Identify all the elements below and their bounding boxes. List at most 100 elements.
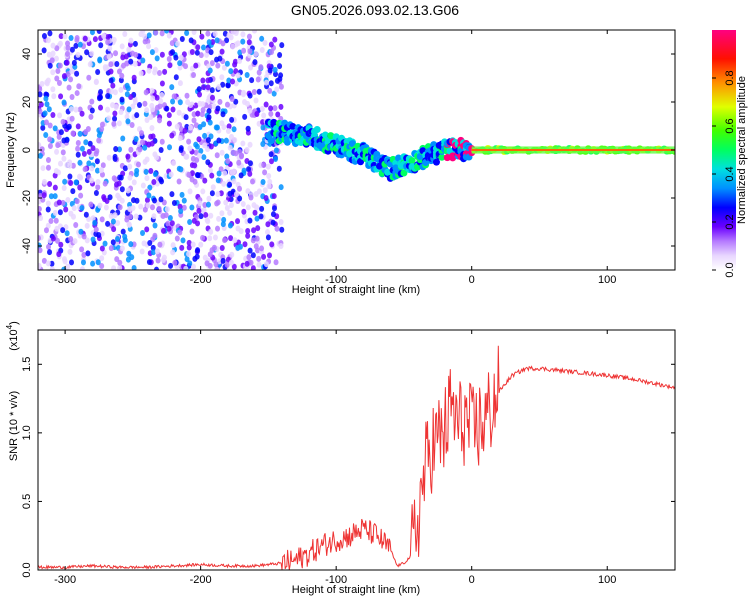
spectrogram-cell — [154, 94, 160, 101]
spectrogram-cell — [224, 37, 230, 44]
spectrogram-cell — [72, 238, 78, 245]
spectrogram-cell — [208, 212, 214, 219]
spectrogram-cell — [47, 30, 53, 37]
spectrogram-cell — [79, 266, 85, 270]
spectrogram-cell — [55, 237, 61, 244]
spectrogram-cell — [194, 156, 200, 163]
spectrogram-cell — [179, 244, 185, 251]
spectrogram-cell — [68, 76, 74, 83]
spectrogram-cell — [46, 106, 52, 113]
spectrogram-cell — [226, 123, 232, 130]
snr-series-group — [38, 345, 675, 570]
spectrogram-cell — [269, 241, 275, 248]
snr-x-label: Height of straight line (km) — [292, 584, 420, 596]
spectrogram-cell — [144, 107, 150, 114]
spectrogram-cell — [164, 105, 170, 112]
spectrogram-cell — [164, 30, 170, 34]
spectrogram-cell — [278, 72, 284, 79]
spectrogram-cell — [73, 106, 79, 113]
spectrogram-cell — [89, 98, 95, 105]
spectrogram-cell — [268, 41, 274, 48]
spectrogram-cell — [55, 68, 61, 75]
spectrogram-y-tick-label: -40 — [21, 238, 33, 254]
spectrogram-cell — [92, 219, 98, 226]
spectrogram-cell — [274, 86, 280, 93]
spectrogram-cell — [40, 124, 46, 131]
spectrogram-cell — [245, 232, 251, 239]
spectrogram-cell — [245, 204, 251, 211]
spectrogram-cell — [167, 62, 173, 69]
spectrogram-cell — [188, 37, 194, 44]
spectrogram-cell — [99, 121, 105, 128]
spectrogram-cell — [273, 259, 279, 266]
spectrogram-cell — [161, 254, 167, 261]
spectrogram-cell — [61, 256, 67, 263]
spectrogram-cell — [122, 30, 128, 37]
spectrogram-cell — [87, 140, 93, 147]
spectrogram-cell — [125, 118, 131, 125]
spectrogram-cell — [201, 121, 207, 128]
spectrogram-cell — [272, 36, 278, 43]
spectrogram-cell — [269, 48, 275, 55]
spectrogram-cell — [67, 173, 73, 180]
spectrogram-cell — [49, 57, 55, 64]
colorbar-gradient — [712, 30, 736, 270]
spectrogram-cell — [263, 101, 269, 108]
spectrogram-cell — [229, 169, 235, 176]
spectrogram-cell — [171, 199, 177, 206]
spectrogram-cell — [83, 128, 89, 135]
spectrogram-cell — [88, 201, 94, 208]
spectrogram-cell — [173, 74, 179, 81]
spectrogram-cell — [232, 61, 238, 68]
spectrogram-y-ticks: -40 -20 0 20 40 — [21, 48, 675, 254]
spectrogram-cell — [198, 52, 204, 59]
spectrogram-cell — [54, 225, 60, 232]
spectrogram-cell — [206, 39, 212, 46]
spectrogram-cell — [214, 152, 220, 159]
spectrogram-cell — [177, 135, 183, 142]
spectrogram-cell — [245, 125, 251, 132]
spectrogram-cell — [110, 102, 116, 109]
spectrogram-cell — [183, 63, 189, 70]
spectrogram-ridge-cell — [289, 123, 297, 131]
spectrogram-cell — [176, 178, 182, 185]
spectrogram-cell — [259, 245, 265, 252]
spectrogram-cell — [118, 86, 124, 93]
spectrogram-cell — [96, 30, 102, 34]
spectrogram-cell — [57, 160, 63, 167]
spectrogram-cell — [155, 257, 161, 264]
snr-y-tick-label: 0.0 — [21, 562, 33, 577]
spectrogram-cell — [190, 241, 196, 248]
spectrogram-cell — [93, 190, 99, 197]
spectrogram-cell — [115, 192, 121, 199]
spectrogram-cell — [202, 142, 208, 149]
spectrogram-cell — [247, 247, 253, 254]
spectrogram-cell — [244, 146, 250, 153]
spectrogram-cell — [220, 81, 226, 88]
spectrogram-cell — [190, 263, 196, 270]
spectrogram-cell — [272, 66, 278, 73]
spectrogram-cell — [109, 88, 115, 95]
spectrogram-cell — [231, 126, 237, 133]
spectrogram-cell — [200, 188, 206, 195]
spectrogram-cell — [193, 102, 199, 109]
spectrogram-cell — [117, 264, 123, 270]
spectrogram-cell — [187, 188, 193, 195]
spectrogram-cell — [152, 171, 158, 178]
spectrogram-cell — [251, 30, 257, 34]
spectrogram-cell — [118, 174, 124, 181]
spectrogram-cell — [150, 244, 156, 251]
spectrogram-x-tick-label: -100 — [325, 274, 347, 286]
spectrogram-cell — [106, 115, 112, 122]
spectrogram-cell — [58, 33, 64, 40]
spectrogram-cell — [206, 114, 212, 121]
spectrogram-cell — [177, 80, 183, 87]
spectrogram-cell — [112, 115, 118, 122]
spectrogram-cell — [117, 204, 123, 211]
spectrogram-cell — [130, 103, 136, 110]
spectrogram-cell — [213, 261, 219, 268]
spectrogram-cell — [245, 188, 251, 195]
spectrogram-cell — [84, 49, 90, 56]
spectrogram-cell — [38, 215, 44, 222]
spectrogram-cell — [113, 50, 119, 57]
